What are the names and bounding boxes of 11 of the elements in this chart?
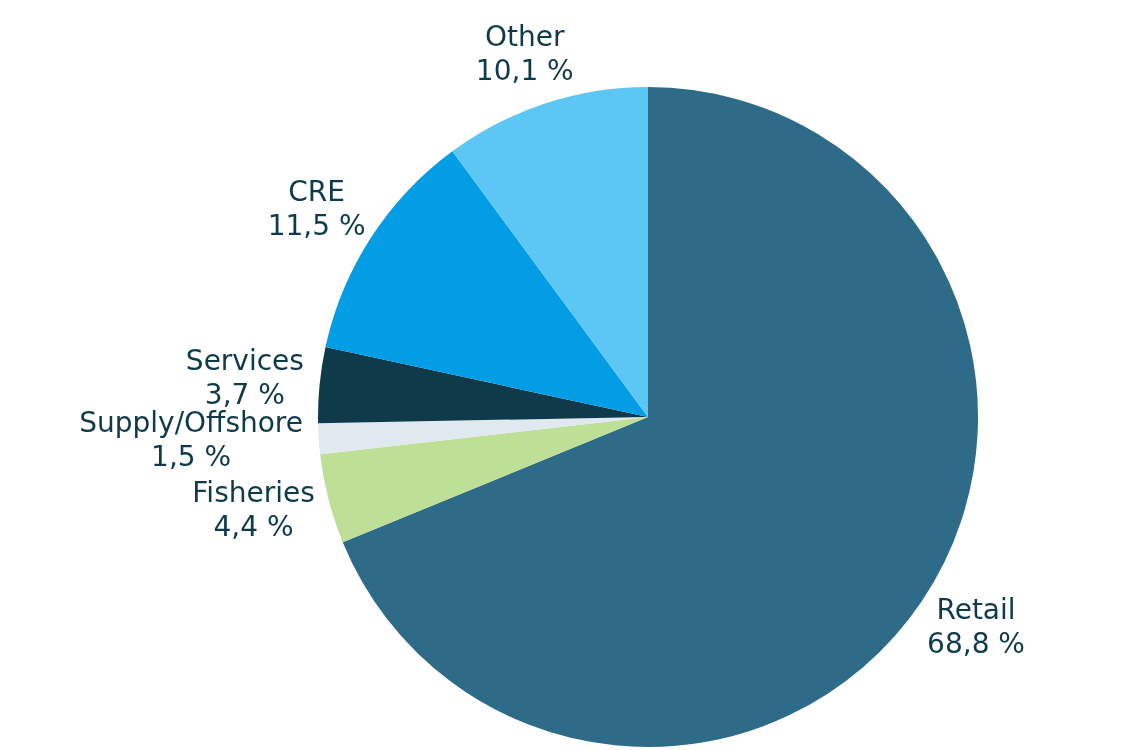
data-label: 10,1 % <box>475 54 574 88</box>
slice-label: Supply/Offshore <box>79 406 303 440</box>
slice-label: Fisheries <box>192 475 315 509</box>
slice-label: Other <box>485 20 566 54</box>
slice-label: Retail <box>936 592 1016 626</box>
data-label: 11,5 % <box>267 208 366 242</box>
data-label: 68,8 % <box>927 626 1025 660</box>
slice-label: CRE <box>288 174 345 208</box>
slice-label: Services <box>185 344 304 378</box>
data-label: 4,4 % <box>213 509 294 543</box>
data-label: 1,5 % <box>151 440 232 474</box>
